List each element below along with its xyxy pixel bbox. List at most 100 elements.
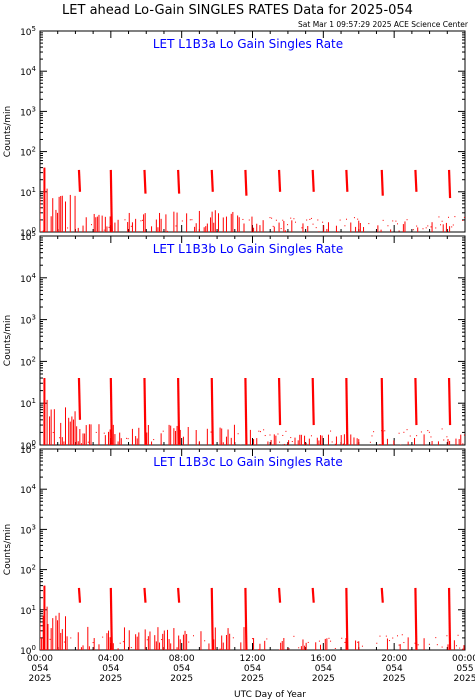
data-point <box>436 644 438 646</box>
y-axis-label: Counts/min <box>3 524 13 575</box>
data-point <box>108 226 110 228</box>
x-tick-label: 2025 <box>454 674 475 684</box>
data-point <box>237 433 239 435</box>
chart-panel-2: 100 101 102 103 104 105 Counts/min LET L1B3b Lo… <box>3 230 466 452</box>
data-point <box>67 227 69 229</box>
y-tick-label: 105 <box>20 443 36 456</box>
panel-title: LET L1B3c Lo Gain Singles Rate <box>153 455 343 469</box>
data-spike <box>414 169 418 192</box>
data-spike <box>77 378 82 420</box>
data-point <box>293 635 295 637</box>
y-tick-label: 104 <box>20 65 36 78</box>
data-point <box>422 228 424 230</box>
data-point <box>379 444 381 445</box>
x-tick-label: 00:00 <box>27 654 53 664</box>
data-point <box>282 219 284 221</box>
chart-panel-3: 100 101 102 103 104 105 Counts/min LET L1B3c Lo… <box>3 443 466 657</box>
data-spike <box>143 169 147 194</box>
y-tick-label: 105 <box>20 25 36 38</box>
y-tick-label: 100 <box>20 226 36 239</box>
data-point <box>454 216 456 218</box>
data-point <box>339 219 341 221</box>
data-point <box>91 224 92 226</box>
x-tick-label: 054 <box>315 664 332 674</box>
data-spike <box>177 587 181 603</box>
data-spike <box>177 378 181 445</box>
panel-frame <box>39 448 466 651</box>
data-point <box>287 443 289 445</box>
data-point <box>119 642 121 644</box>
data-point <box>140 220 142 222</box>
y-tick-label: 102 <box>20 564 36 577</box>
data-spike <box>447 587 452 650</box>
data-point <box>414 642 416 644</box>
data-series <box>43 378 465 445</box>
data-spike <box>244 587 248 650</box>
data-point <box>346 218 347 220</box>
y-tick-label: 104 <box>20 483 36 496</box>
data-point <box>342 443 344 445</box>
data-point <box>103 432 105 434</box>
data-point <box>318 640 320 642</box>
data-point <box>369 441 371 443</box>
x-axis: 00:00054202504:00054202508:00054202512:0… <box>27 654 475 684</box>
y-axis-label: Counts/min <box>3 106 13 157</box>
data-point <box>306 219 308 221</box>
data-point <box>162 430 164 432</box>
data-point <box>427 430 429 432</box>
data-point <box>344 641 346 643</box>
data-point <box>403 642 405 644</box>
data-point <box>382 219 384 221</box>
data-spike <box>177 169 181 194</box>
data-point <box>181 220 183 222</box>
x-tick-label: 2025 <box>170 674 193 684</box>
data-point <box>430 436 432 438</box>
data-point <box>330 640 332 642</box>
data-point <box>334 647 336 649</box>
x-axis-label: UTC Day of Year <box>234 690 306 700</box>
data-point <box>416 435 418 437</box>
data-spike <box>77 169 82 192</box>
data-point <box>307 641 309 643</box>
data-point <box>124 219 126 221</box>
data-point <box>242 218 244 220</box>
data-point <box>440 224 442 226</box>
data-spike <box>277 378 282 426</box>
data-point <box>204 640 206 642</box>
y-tick-label: 101 <box>20 604 36 617</box>
x-tick-label: 2025 <box>29 674 52 684</box>
data-point <box>142 219 143 221</box>
data-point <box>462 219 464 221</box>
x-tick-label: 054 <box>386 664 403 674</box>
panel-frame <box>39 30 466 233</box>
data-point <box>416 225 418 227</box>
x-tick-label: 054 <box>102 664 119 674</box>
data-point <box>406 219 408 221</box>
data-point <box>280 228 282 230</box>
data-point <box>353 217 355 219</box>
data-point <box>427 225 429 227</box>
data-spike <box>447 169 452 199</box>
data-point <box>95 431 97 433</box>
y-tick-label: 103 <box>20 314 36 327</box>
data-point <box>290 217 292 219</box>
data-point <box>425 227 427 229</box>
data-point <box>283 443 285 445</box>
data-point <box>288 648 290 650</box>
y-tick-label: 101 <box>20 186 36 199</box>
data-point <box>175 225 177 227</box>
data-spike <box>380 378 384 445</box>
data-point <box>361 645 363 647</box>
data-spike <box>210 169 214 192</box>
data-spike <box>244 378 248 445</box>
y-tick-label: 101 <box>20 397 36 410</box>
data-point <box>295 221 296 223</box>
data-point <box>161 639 163 641</box>
data-point <box>122 641 124 643</box>
data-point <box>258 430 260 432</box>
data-point <box>452 224 454 226</box>
data-point <box>463 434 465 436</box>
data-point <box>264 435 266 437</box>
data-point <box>130 647 132 649</box>
